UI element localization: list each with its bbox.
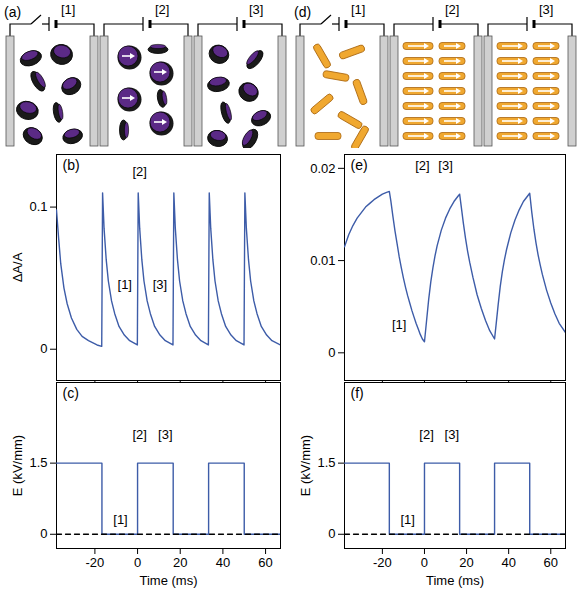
svg-text:60: 60 (544, 555, 558, 570)
svg-text:0: 0 (421, 555, 428, 570)
svg-text:0.02: 0.02 (310, 160, 335, 175)
svg-text:[1]: [1] (113, 512, 127, 527)
svg-text:[2]: [2] (445, 2, 459, 17)
svg-text:20: 20 (173, 555, 187, 570)
svg-text:1.5: 1.5 (29, 455, 47, 470)
svg-text:0: 0 (134, 555, 141, 570)
svg-text:Time (ms): Time (ms) (139, 573, 197, 588)
svg-text:[1]: [1] (61, 2, 75, 17)
svg-text:[1]: [1] (392, 317, 406, 332)
svg-text:(f): (f) (351, 385, 364, 401)
svg-text:1.5: 1.5 (317, 455, 335, 470)
svg-text:[2]: [2] (132, 164, 146, 179)
svg-text:[2]: [2] (419, 427, 433, 442)
svg-text:0: 0 (328, 526, 335, 541)
svg-text:[3]: [3] (153, 277, 167, 292)
svg-text:E (kV/mm): E (kV/mm) (10, 435, 25, 496)
svg-text:[1]: [1] (351, 2, 365, 17)
svg-text:[3]: [3] (249, 2, 263, 17)
svg-text:-20: -20 (86, 555, 105, 570)
svg-text:ΔA/A: ΔA/A (10, 252, 25, 282)
svg-text:[2]: [2] (132, 427, 146, 442)
svg-text:[1]: [1] (118, 277, 132, 292)
svg-text:-20: -20 (373, 555, 392, 570)
svg-text:[1]: [1] (400, 512, 414, 527)
svg-text:(c): (c) (63, 385, 79, 401)
svg-text:40: 40 (216, 555, 230, 570)
svg-text:E (kV/mm): E (kV/mm) (298, 435, 313, 496)
svg-text:0.1: 0.1 (29, 199, 47, 214)
svg-text:Time (ms): Time (ms) (426, 573, 484, 588)
svg-text:20: 20 (459, 555, 473, 570)
svg-text:60: 60 (258, 555, 272, 570)
svg-text:(a): (a) (4, 4, 21, 20)
svg-text:[3]: [3] (438, 158, 452, 173)
svg-text:[3]: [3] (445, 427, 459, 442)
svg-text:0: 0 (40, 526, 47, 541)
svg-text:[3]: [3] (158, 427, 172, 442)
svg-text:[2]: [2] (415, 158, 429, 173)
svg-text:40: 40 (501, 555, 515, 570)
svg-text:0: 0 (40, 341, 47, 356)
svg-text:[3]: [3] (539, 2, 553, 17)
svg-text:0: 0 (328, 345, 335, 360)
svg-text:(d): (d) (294, 4, 311, 20)
svg-text:(e): (e) (351, 157, 368, 173)
svg-text:(b): (b) (63, 157, 80, 173)
svg-text:0.01: 0.01 (310, 253, 335, 268)
svg-text:[2]: [2] (155, 2, 169, 17)
